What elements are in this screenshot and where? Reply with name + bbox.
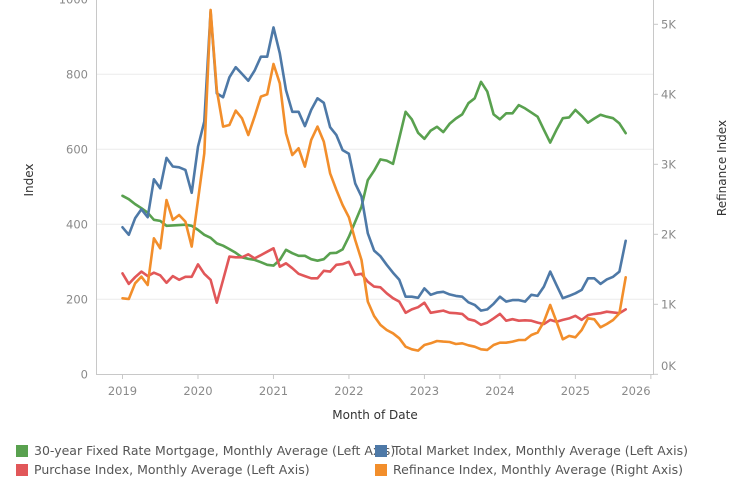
left-tick-label: 200 — [66, 292, 88, 306]
right-tick-label: 1K — [661, 297, 676, 311]
x-tick-label: 2021 — [259, 384, 288, 398]
left-tick-label: 600 — [66, 142, 88, 156]
legend-swatch — [16, 444, 28, 457]
legend-label: 30-year Fixed Rate Mortgage, Monthly Ave… — [34, 443, 396, 458]
x-tick-label: 2025 — [561, 384, 590, 398]
right-tick-label: 3K — [661, 157, 676, 171]
right-tick-label: 4K — [661, 87, 676, 101]
left-tick-label: 1000 — [59, 0, 88, 6]
left-axis-title: Index — [22, 163, 36, 196]
x-tick-label: 2019 — [108, 384, 137, 398]
x-tick-label: 2024 — [485, 384, 514, 398]
legend-label: Total Market Index, Monthly Average (Lef… — [393, 443, 688, 458]
x-tick-label: 2023 — [410, 384, 439, 398]
x-tick-label: 2020 — [183, 384, 212, 398]
right-tick-label: 2K — [661, 227, 676, 241]
line-30yr-fixed-rate — [121, 80, 628, 267]
x-axis-title: Month of Date — [332, 408, 418, 422]
x-tick-label: 2022 — [334, 384, 363, 398]
legend-item-30yr-rate[interactable]: 30-year Fixed Rate Mortgage, Monthly Ave… — [16, 443, 395, 458]
left-tick-label: 400 — [66, 217, 88, 231]
left-tick-label: 800 — [66, 67, 88, 81]
series-lines — [121, 8, 628, 352]
left-axis-ticks: 0 200 400 600 800 1000 — [59, 0, 88, 381]
x-axis-ticks: 2019 2020 2021 2022 2023 2024 2025 2026 — [108, 374, 652, 398]
right-axis-ticks: 0K 1K 2K 3K 4K 5K — [653, 17, 676, 375]
legend-swatch — [375, 444, 387, 457]
legend-item-total-market[interactable]: Total Market Index, Monthly Average (Lef… — [375, 443, 688, 458]
left-tick-label: 0 — [81, 367, 88, 381]
line-refinance-index — [121, 8, 628, 352]
x-tick-label: 2026 — [621, 384, 650, 398]
right-tick-label: 5K — [661, 17, 676, 31]
right-axis-title: Refinance Index — [715, 120, 729, 216]
gridlines — [97, 73, 653, 300]
right-tick-label: 0K — [661, 359, 676, 373]
